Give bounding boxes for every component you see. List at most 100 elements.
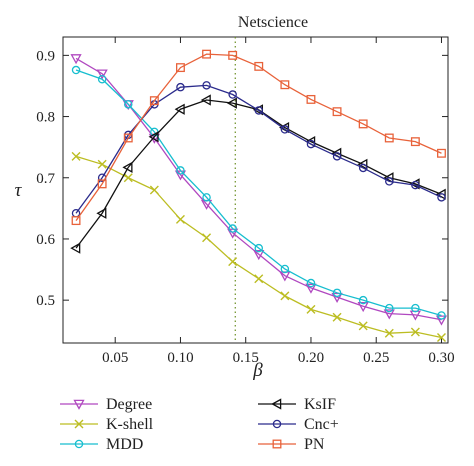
data-point-degree [357, 302, 369, 313]
data-point-mdd [332, 288, 342, 298]
data-point-degree [70, 54, 82, 65]
y-tick-label: 0.7 [36, 171, 55, 187]
data-point-mdd [97, 74, 107, 84]
data-point-degree [253, 250, 265, 261]
y-tick-label: 0.8 [36, 110, 55, 126]
data-point-mdd [385, 303, 394, 313]
x-marker-stroke [74, 419, 84, 429]
legend-item-degree: Degree [60, 396, 152, 413]
x-marker-stroke [149, 185, 159, 195]
data-point-pn [97, 179, 107, 189]
legend-label: Cnc+ [304, 416, 339, 433]
data-point-cnc [437, 193, 446, 202]
legend-swatch-marker [271, 398, 282, 410]
series-degree [70, 54, 448, 326]
x-marker-stroke [384, 328, 394, 338]
data-point-pn [358, 119, 368, 129]
x-marker-stroke [436, 332, 446, 342]
data-point-ksif [70, 242, 81, 254]
legend-item-mdd: MDD [60, 436, 143, 453]
x-marker-stroke [175, 214, 185, 224]
series-line-ksif [75, 99, 442, 249]
y-tick-label: 0.5 [36, 293, 55, 309]
x-tick-label: 0.20 [298, 350, 324, 366]
data-point-mdd [202, 193, 211, 202]
data-point-k-shell [254, 274, 264, 284]
series-ksif [70, 94, 446, 254]
data-point-degree [305, 283, 317, 294]
data-point-k-shell [384, 328, 394, 338]
data-point-k-shell [175, 214, 185, 224]
data-point-degree [383, 309, 395, 320]
legend-item-pn: PN [258, 436, 325, 453]
data-point-cnc [254, 106, 264, 115]
data-point-cnc [228, 90, 237, 99]
x-tick-label: 0.10 [167, 350, 193, 366]
x-marker-stroke [97, 159, 107, 169]
x-tick-label: 0.15 [233, 350, 259, 366]
data-point-k-shell [410, 327, 420, 337]
data-point-k-shell [280, 291, 290, 301]
x-tick-label: 0.30 [428, 350, 454, 366]
legend-label: MDD [106, 436, 143, 453]
legend-swatch-marker [74, 419, 84, 429]
data-point-pn [280, 80, 290, 90]
data-point-pn [384, 133, 394, 143]
series-k-shell [71, 151, 446, 342]
legend-swatch-marker [272, 439, 282, 449]
plot-area: 0.05 0.10 0.15 0.20 0.25 0.30 0.5 0.6 0.7 0.8 0.9 [36, 36, 455, 366]
data-point-cnc [358, 163, 368, 173]
chart-legend: Degree K-shell MDD KsIF Cnc+ PN [60, 396, 339, 453]
data-point-ksif [148, 131, 159, 143]
y-tick-label: 0.9 [36, 48, 55, 64]
data-point-mdd [176, 166, 185, 175]
data-point-k-shell [436, 332, 446, 342]
legend-label: PN [304, 436, 325, 453]
data-point-pn [71, 216, 81, 226]
data-point-ksif [226, 97, 237, 109]
data-point-ksif [383, 172, 394, 184]
x-tick-label: 0.25 [363, 350, 389, 366]
data-point-mdd [280, 264, 290, 274]
data-point-pn [254, 61, 264, 71]
x-marker-stroke [202, 233, 212, 243]
x-marker-stroke [254, 274, 264, 284]
data-point-pn [202, 49, 212, 59]
data-point-pn [410, 137, 420, 147]
data-point-ksif [96, 207, 107, 219]
x-marker-stroke [358, 321, 368, 331]
data-point-mdd [71, 65, 81, 75]
legend-label: KsIF [304, 396, 336, 413]
data-point-degree [331, 292, 343, 303]
series-line-degree [75, 57, 442, 321]
legend-swatch-marker [74, 439, 84, 449]
data-point-mdd [228, 224, 237, 233]
data-point-degree [96, 69, 108, 80]
legend-item-k-shell: K-shell [60, 416, 154, 433]
data-point-pn [149, 96, 159, 106]
data-point-mdd [254, 243, 264, 253]
data-point-pn [123, 133, 133, 143]
x-marker-stroke [410, 327, 420, 337]
legend-swatch-marker [272, 419, 282, 429]
data-point-mdd [306, 278, 316, 288]
data-point-pn [437, 148, 446, 158]
legend-swatch-marker [73, 399, 85, 410]
data-point-cnc [202, 81, 211, 90]
data-point-cnc [385, 177, 394, 186]
y-tick-label: 0.6 [36, 232, 55, 248]
data-point-pn [176, 63, 185, 73]
data-point-k-shell [97, 159, 107, 169]
data-point-k-shell [228, 257, 238, 267]
legend-label: K-shell [106, 416, 154, 433]
legend-item-ksif: KsIF [258, 396, 336, 413]
legend-item-cnc: Cnc+ [258, 416, 339, 433]
data-point-k-shell [71, 151, 81, 161]
data-point-degree [435, 315, 448, 326]
y-axis-label: τ [15, 180, 23, 201]
series-line-mdd [75, 69, 442, 317]
chart-title: Netscience [238, 14, 308, 31]
x-marker-stroke [332, 312, 342, 322]
data-point-cnc [411, 180, 420, 190]
data-point-k-shell [123, 173, 133, 183]
